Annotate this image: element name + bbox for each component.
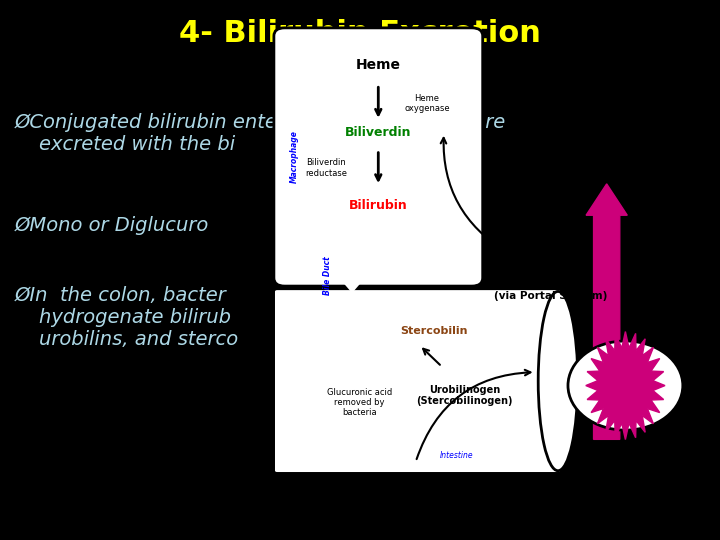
Text: Biliverdin: Biliverdin <box>345 126 412 139</box>
Ellipse shape <box>568 341 683 430</box>
FancyArrow shape <box>586 184 627 440</box>
Text: Stercobilin: Stercobilin <box>401 326 468 336</box>
Text: Biliverdin
reductase: Biliverdin reductase <box>305 158 347 178</box>
Text: Enterohepatic
Circulation
(via Portal System): Enterohepatic Circulation (via Portal Sy… <box>494 268 607 301</box>
Ellipse shape <box>539 292 577 471</box>
Text: Macrophage: Macrophage <box>289 131 299 184</box>
Text: 4- Bilirubin Excretion: 4- Bilirubin Excretion <box>179 19 541 48</box>
Text: Intestine: Intestine <box>440 450 474 460</box>
Text: ØConjugated bilirubin enter the bile ducts and are
    excreted with the bi: ØConjugated bilirubin enter the bile duc… <box>14 113 505 154</box>
Text: Glucuronic acid
removed by
bacteria: Glucuronic acid removed by bacteria <box>327 388 392 417</box>
Polygon shape <box>586 332 665 440</box>
Text: ØMono or Diglucuro: ØMono or Diglucuro <box>14 216 209 235</box>
Text: Bilirubin: Bilirubin <box>349 199 408 212</box>
FancyArrow shape <box>325 260 379 292</box>
FancyBboxPatch shape <box>274 289 562 474</box>
Text: ØIn  the colon, bacter
    hydrogenate bilirub
    urobilins, and sterco: ØIn the colon, bacter hydrogenate biliru… <box>14 286 238 349</box>
Text: Heme
oxygenase: Heme oxygenase <box>404 94 450 113</box>
Text: Bile Duct: Bile Duct <box>323 256 332 295</box>
Text: Urobilinogen
(Stercobilinogen): Urobilinogen (Stercobilinogen) <box>416 384 513 406</box>
FancyBboxPatch shape <box>274 28 482 286</box>
Text: Heme: Heme <box>356 58 401 72</box>
